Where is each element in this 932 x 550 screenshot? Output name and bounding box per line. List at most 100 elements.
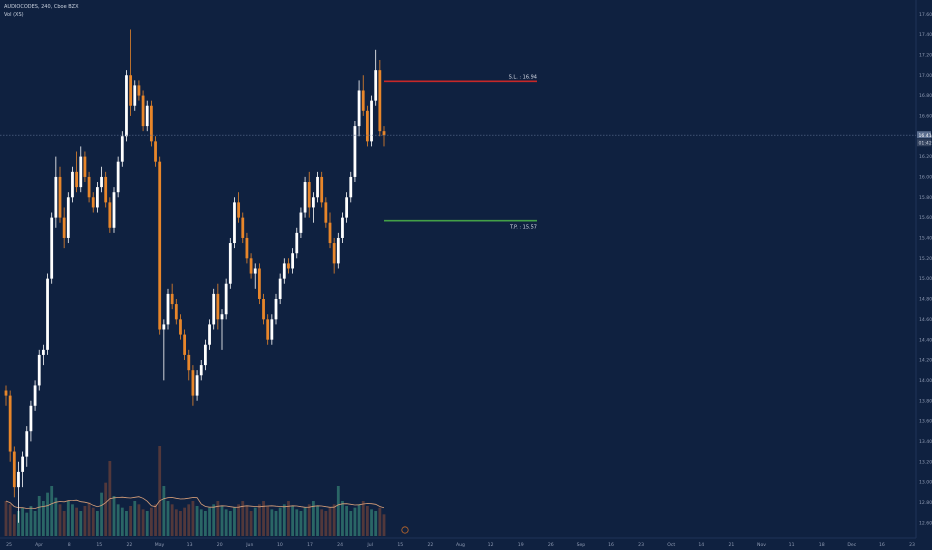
candle-body[interactable] [291,253,295,269]
candle-body[interactable] [129,75,133,106]
candle-body[interactable] [33,385,37,406]
candle-body[interactable] [17,471,20,488]
event-marker-icon[interactable] [401,526,409,534]
candle-body[interactable] [237,202,241,218]
candle-body[interactable] [378,70,382,132]
candle-body[interactable] [29,405,33,432]
candle-body[interactable] [324,202,328,223]
candle-body[interactable] [233,202,236,244]
candle-body[interactable] [125,75,128,137]
candle-body[interactable] [54,176,58,218]
candle-body[interactable] [46,278,49,350]
candle-body[interactable] [50,217,54,279]
candle-body[interactable] [66,197,70,238]
candle-body[interactable] [262,298,265,320]
candle-body[interactable] [187,354,191,371]
candle-body[interactable] [191,370,195,396]
candle-body[interactable] [8,395,12,452]
candle-body[interactable] [183,334,187,355]
candle-body[interactable] [336,237,340,264]
candle-body[interactable] [199,365,203,376]
candle-body[interactable] [341,217,344,238]
candle-body[interactable] [104,176,108,203]
candle-body[interactable] [353,126,357,177]
candle-body[interactable] [287,263,290,269]
volume-bar [174,509,178,536]
candle-body[interactable] [257,268,261,299]
candle-body[interactable] [174,304,178,320]
candle-body[interactable] [299,212,303,233]
candle-body[interactable] [149,105,153,142]
candle-body[interactable] [270,319,274,340]
candle-body[interactable] [307,182,311,208]
candle-body[interactable] [249,258,253,274]
candle-body[interactable] [332,243,336,264]
candle-body[interactable] [141,95,145,127]
candle-body[interactable] [303,182,307,213]
candle-body[interactable] [75,171,79,188]
candle-body[interactable] [311,197,315,208]
candle-body[interactable] [295,232,299,254]
candle-body[interactable] [203,344,207,366]
candle-body[interactable] [365,110,369,142]
candle-body[interactable] [224,283,228,315]
candle-body[interactable] [349,176,353,198]
candle-body[interactable] [253,268,257,274]
candle-body[interactable] [328,222,332,244]
candle-body[interactable] [79,156,83,188]
candle-body[interactable] [274,298,278,320]
candle-body[interactable] [345,197,349,218]
symbol-title: AUDIOCODES, 240, Cboe BZX [4,4,79,10]
candle-body[interactable] [58,176,62,218]
candle-body[interactable] [112,192,116,228]
candle-body[interactable] [179,319,182,335]
candle-body[interactable] [95,187,99,208]
volume-bar [17,511,20,536]
candle-body[interactable] [278,278,282,299]
candle-body[interactable] [282,263,286,279]
candle-body[interactable] [4,390,8,396]
candle-body[interactable] [245,237,249,259]
candle-body[interactable] [220,314,224,320]
candle-body[interactable] [228,243,232,284]
candle-body[interactable] [361,90,365,111]
candle-body[interactable] [120,136,124,162]
candle-body[interactable] [25,431,29,457]
candle-body[interactable] [41,349,45,355]
price-tick-label: 15.40 [919,236,932,242]
candle-body[interactable] [145,105,149,127]
candle-body[interactable] [62,217,66,238]
candle-body[interactable] [382,131,386,136]
candle-body[interactable] [374,70,378,101]
candle-body[interactable] [137,85,141,96]
candle-body[interactable] [320,176,324,203]
candle-body[interactable] [21,456,25,472]
candle-body[interactable] [266,319,270,340]
candle-body[interactable] [166,293,170,325]
candle-body[interactable] [357,90,361,127]
time-tick-label: Oct [667,542,675,548]
candle-body[interactable] [170,293,174,305]
candle-body[interactable] [108,202,112,228]
candle-body[interactable] [216,293,220,320]
candle-body[interactable] [162,324,166,330]
candle-body[interactable] [195,375,199,396]
candle-body[interactable] [316,176,319,198]
candle-body[interactable] [116,161,120,193]
candle-body[interactable] [37,354,41,386]
candle-body[interactable] [133,85,137,106]
candle-body[interactable] [241,217,245,238]
volume-bar [137,504,141,536]
candle-body[interactable] [212,293,216,325]
candle-body[interactable] [370,100,373,142]
candle-body[interactable] [12,451,16,488]
candle-body[interactable] [154,141,157,162]
candle-body[interactable] [208,324,211,345]
candle-body[interactable] [87,176,91,198]
candle-body[interactable] [91,197,95,208]
candle-body[interactable] [71,171,74,198]
candle-body[interactable] [100,176,103,188]
candle-body[interactable] [83,156,87,177]
candle-body[interactable] [158,161,162,330]
